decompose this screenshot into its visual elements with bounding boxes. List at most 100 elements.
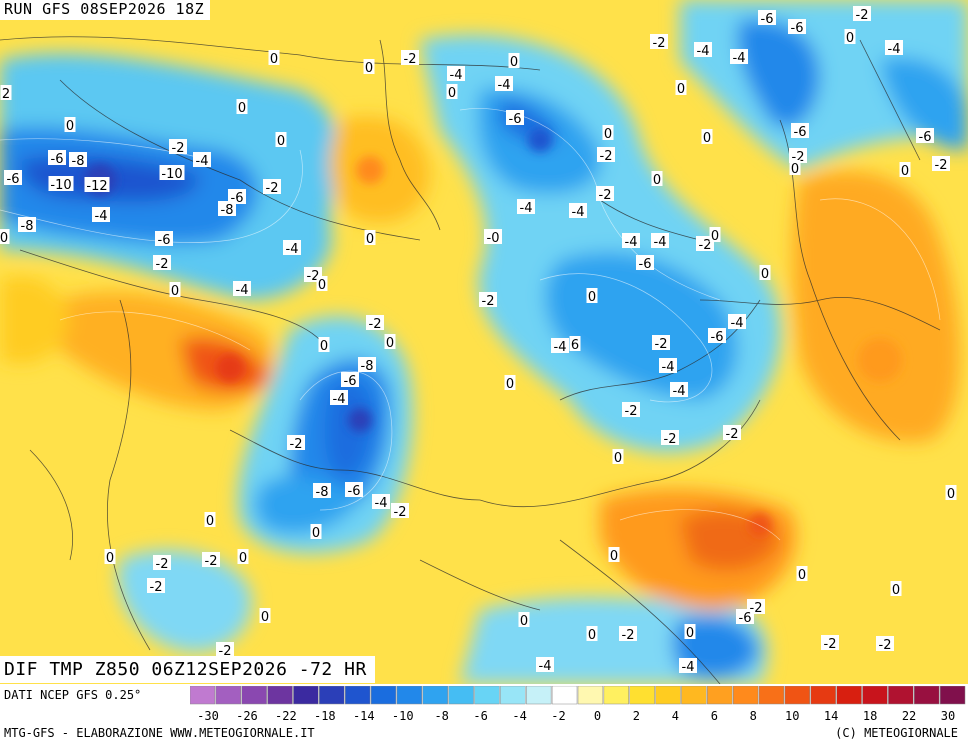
legend-swatch [526, 686, 552, 705]
legend-tick-label: 6 [711, 709, 718, 723]
contour-label: -6 [791, 21, 804, 36]
legend-swatch [267, 686, 293, 705]
contour-label-bg [701, 129, 713, 144]
contour-label: -2 [290, 437, 303, 452]
legend-tick-label: 0 [594, 709, 601, 723]
contour-label-bg [0, 229, 10, 244]
contour-label-bg [608, 547, 620, 562]
contour-label: 0 [386, 336, 394, 351]
contour-label: -2 [205, 554, 218, 569]
contour-label: 0 [761, 267, 769, 282]
contour-label-bg [372, 494, 390, 509]
legend-swatches [190, 686, 966, 705]
legend-tick-label: -30 [197, 709, 219, 723]
contour-label: 0 [610, 549, 618, 564]
contour-label-bg [479, 292, 497, 307]
copyright-label: (C) METEOGIORNALE [835, 726, 958, 740]
contour-label: 0 [798, 568, 806, 583]
contour-label-bg [504, 375, 516, 390]
contour-label-bg [259, 608, 271, 623]
contour-label-bg [508, 53, 520, 68]
contour-label: 0 [510, 55, 518, 70]
contour-label: -8 [361, 359, 374, 374]
legend-swatch [241, 686, 267, 705]
contour-label: 0 [206, 514, 214, 529]
contour-label-bg [147, 578, 165, 593]
contour-label-bg [447, 66, 465, 81]
contour-label: 0 [270, 52, 278, 67]
legend-swatch [862, 686, 888, 705]
contour-label-bg [652, 335, 670, 350]
contour-label: -6 [348, 484, 361, 499]
contour-label: -4 [625, 235, 638, 250]
legend-tick-label: 22 [902, 709, 916, 723]
contour-label-bg [932, 156, 950, 171]
legend-tick-label: 8 [750, 709, 757, 723]
contour-label: 0 [686, 626, 694, 641]
contour-label: -6 [711, 330, 724, 345]
contour-label-bg [551, 338, 569, 353]
legend-swatch [707, 686, 733, 705]
contour-label: 0 [588, 290, 596, 305]
contour-label-bg [622, 402, 640, 417]
contour-label-bg [885, 40, 903, 55]
legend-tick-label: 2 [633, 709, 640, 723]
legend-swatch [344, 686, 371, 705]
contour-label: -8 [21, 219, 34, 234]
contour-label: -6 [509, 112, 522, 127]
contour-label-bg [759, 265, 771, 280]
contour-label: -2 [369, 317, 382, 332]
contour-label: 0 [892, 583, 900, 598]
contour-label: 0 [238, 101, 246, 116]
contour-label: -6 [51, 152, 64, 167]
contour-label-bg [636, 255, 654, 270]
legend-swatch [474, 686, 500, 705]
contour-label: 0 [318, 278, 326, 293]
contour-label-bg [318, 337, 330, 352]
contour-label-bg [341, 372, 359, 387]
contour-label: 0 [653, 173, 661, 188]
contour-label-bg [155, 231, 173, 246]
contour-label-bg [708, 328, 726, 343]
contour-label: -4 [539, 659, 552, 674]
legend-tick-label: -2 [551, 709, 565, 723]
contour-label-bg [612, 449, 624, 464]
contour-label-bg [694, 42, 712, 57]
contour-label-bg [495, 76, 513, 91]
contour-label: -4 [733, 51, 746, 66]
legend-tick-label: 18 [863, 709, 877, 723]
contour-label-bg [218, 201, 236, 216]
legend-swatch [758, 686, 785, 705]
contour-label: -8 [72, 154, 85, 169]
legend-swatch [836, 686, 862, 705]
contour-label-bg [236, 99, 248, 114]
contour-label-bg [679, 658, 697, 673]
contour-label-bg [758, 10, 776, 25]
contour-label: -2 [172, 141, 185, 156]
contour-label: -0 [487, 231, 500, 246]
contour-label-bg [709, 227, 721, 242]
contour-label: -2 [879, 638, 892, 653]
contour-label-bg [619, 626, 637, 641]
contour-label-bg [569, 203, 587, 218]
contour-label-bg [670, 382, 688, 397]
legend-swatch [422, 686, 448, 705]
contour-label: -4 [375, 496, 388, 511]
contour-label: -4 [520, 201, 533, 216]
contour-label-bg [268, 50, 280, 65]
legend-swatch [810, 686, 836, 705]
contour-label-bg [659, 358, 677, 373]
contour-label: -6 [761, 12, 774, 27]
contour-label-bg [684, 624, 696, 639]
legend-swatch [370, 686, 397, 705]
contour-label-bg [283, 240, 301, 255]
contour-label-bg [736, 609, 754, 624]
contour-label: -2 [653, 36, 666, 51]
contour-label-bg [233, 281, 251, 296]
contour-label: -4 [554, 340, 567, 355]
contour-label: -4 [682, 660, 695, 675]
contour-label-bg [651, 233, 669, 248]
contour-label: 0 [520, 614, 528, 629]
contour-label: -4 [95, 209, 108, 224]
legend-swatch [629, 686, 655, 705]
